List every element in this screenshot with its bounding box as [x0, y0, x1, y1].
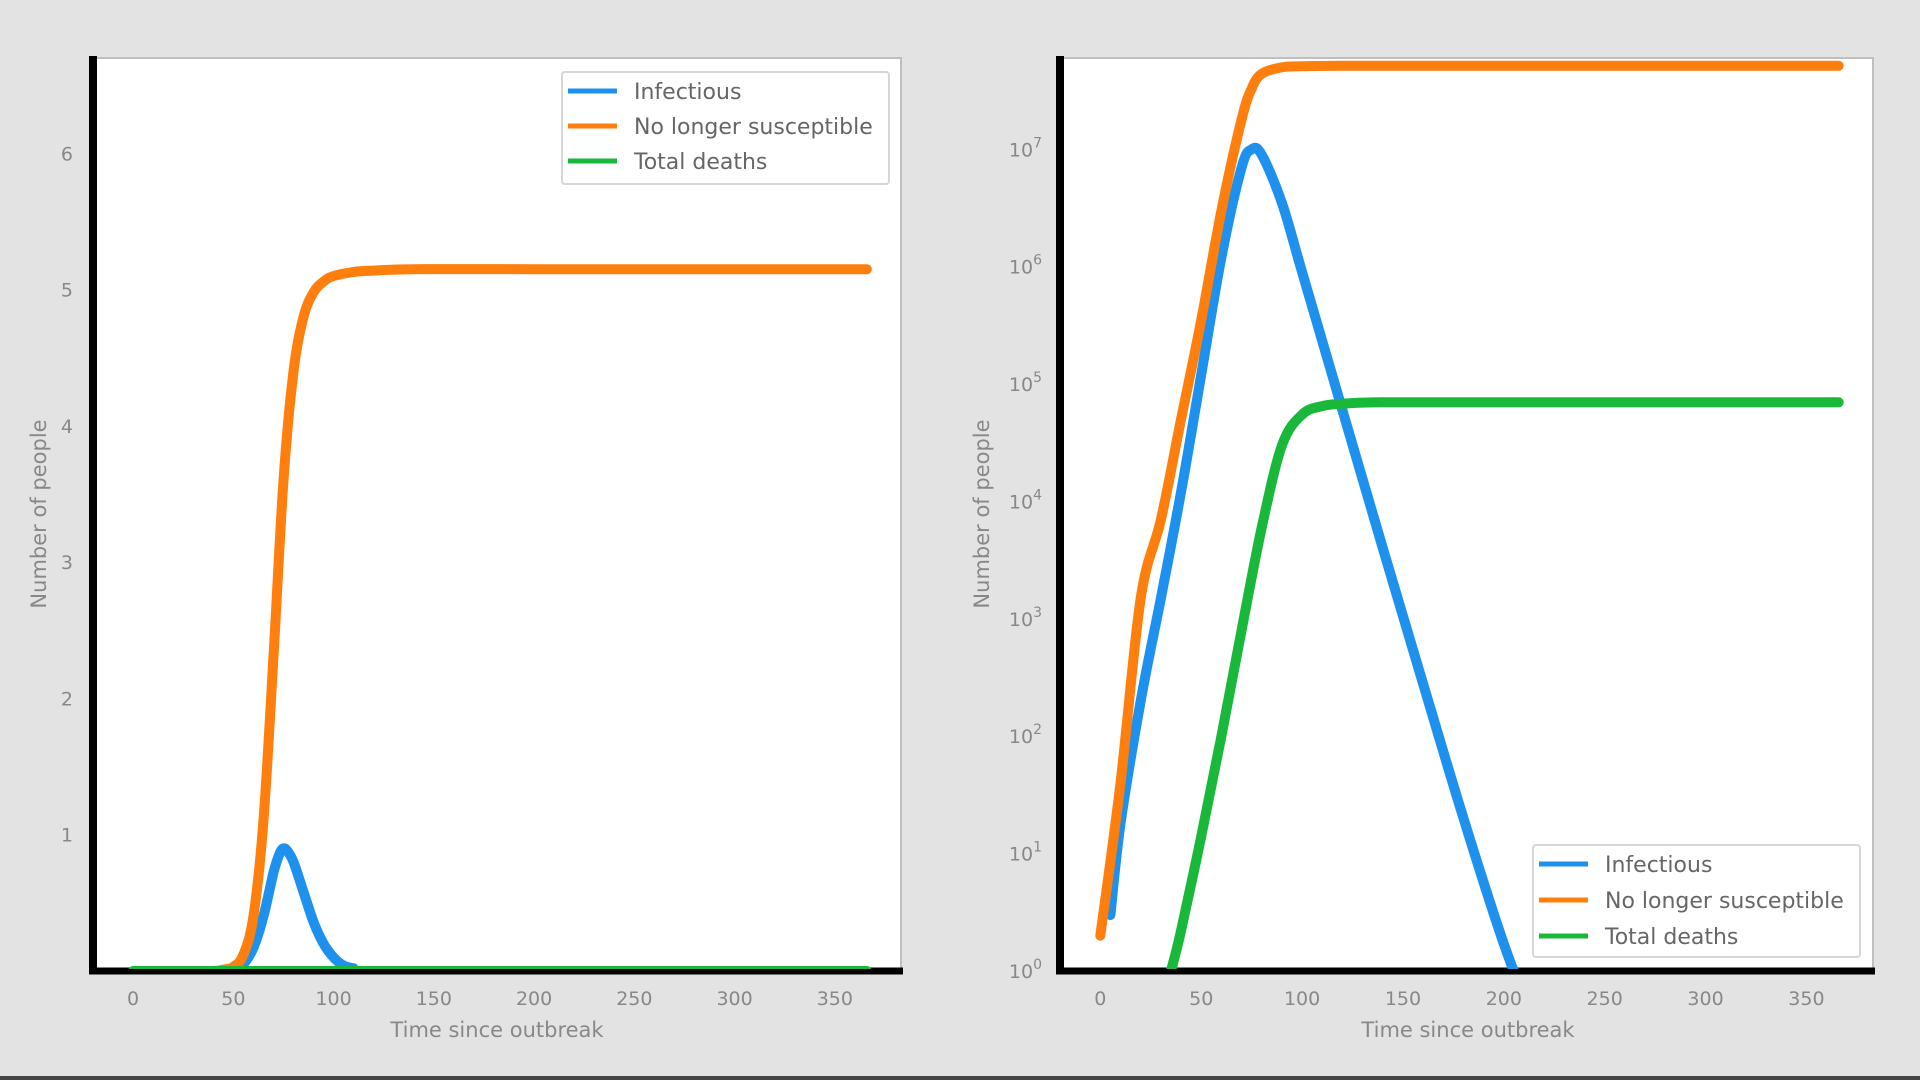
y-tick-label: 105 — [1009, 370, 1042, 396]
series-line-infectious — [228, 843, 359, 969]
series-layer-linear — [128, 264, 872, 969]
legend-label-infectious: Infectious — [1605, 853, 1712, 878]
y-tick-label: 103 — [1009, 605, 1042, 631]
plot-area-linear — [92, 57, 902, 972]
y-tick-label: 4 — [61, 416, 73, 438]
y-tick-label: 2 — [61, 688, 73, 710]
series-layer-log — [1095, 60, 1844, 969]
y-tick-label: 102 — [1009, 722, 1042, 748]
y-axis-label-linear: Number of people — [27, 419, 51, 608]
x-axis-label-linear: Time since outbreak — [389, 1018, 604, 1042]
x-tick-label: 100 — [1284, 988, 1320, 1010]
legend-label-no-longer-susceptible: No longer susceptible — [634, 115, 873, 140]
chart-linear: 0 50 100 150 200 250 300 350 1 2 3 4 5 6 Time since … — [27, 56, 903, 1042]
legend-label-total-deaths: Total deaths — [633, 150, 767, 175]
y-tick-label: 101 — [1009, 840, 1042, 866]
y-tick-labels-log: 100 101 102 103 104 105 106 107 — [1009, 135, 1042, 983]
series-line-total-deaths — [1166, 397, 1844, 969]
y-tick-label: 1 — [61, 825, 73, 847]
x-tick-label: 200 — [1486, 988, 1522, 1010]
x-axis-label-log: Time since outbreak — [1360, 1018, 1575, 1042]
legend-label-infectious: Infectious — [634, 80, 741, 105]
x-tick-label: 300 — [1687, 988, 1723, 1010]
legend-linear: Infectious No longer susceptible Total d… — [561, 71, 890, 185]
y-tick-label: 104 — [1009, 487, 1042, 513]
x-tick-label: 150 — [1385, 988, 1421, 1010]
x-tick-label: 200 — [516, 988, 552, 1010]
series-line-infectious — [1105, 142, 1519, 969]
x-tick-label: 100 — [315, 988, 351, 1010]
x-tick-label: 250 — [1587, 988, 1623, 1010]
y-tick-label: 6 — [61, 143, 73, 165]
x-tick-label: 50 — [1189, 988, 1213, 1010]
series-line-no-longer-susceptible — [188, 264, 872, 969]
chart-log: 0 50 100 150 200 250 300 350 100 101 102 103 104 105… — [970, 56, 1875, 1042]
legend-label-total-deaths: Total deaths — [1604, 925, 1738, 950]
y-tick-label: 5 — [61, 280, 73, 302]
x-tick-label: 350 — [817, 988, 853, 1010]
x-tick-label: 250 — [616, 988, 652, 1010]
x-tick-label: 300 — [716, 988, 752, 1010]
x-tick-label: 50 — [221, 988, 245, 1010]
series-line-no-longer-susceptible — [1095, 60, 1844, 941]
x-tick-label: 0 — [127, 988, 139, 1010]
legend-frame-linear — [561, 71, 890, 185]
y-tick-label: 106 — [1009, 253, 1042, 279]
legend-label-no-longer-susceptible: No longer susceptible — [1605, 889, 1844, 914]
bottom-bezel — [0, 1076, 1920, 1080]
x-tick-labels-linear: 0 50 100 150 200 250 300 350 — [127, 988, 853, 1010]
y-axis-label-log: Number of people — [970, 419, 994, 608]
x-tick-label: 0 — [1094, 988, 1106, 1010]
x-tick-label: 150 — [416, 988, 452, 1010]
x-tick-labels-log: 0 50 100 150 200 250 300 350 — [1094, 988, 1824, 1010]
legend-log: Infectious No longer susceptible Total d… — [1532, 844, 1861, 958]
y-tick-label: 3 — [61, 552, 73, 574]
y-tick-labels-linear: 1 2 3 4 5 6 — [61, 143, 73, 846]
legend-frame-log — [1532, 844, 1861, 958]
x-tick-label: 350 — [1788, 988, 1824, 1010]
y-tick-label: 100 — [1009, 957, 1042, 983]
y-tick-label: 107 — [1009, 135, 1042, 161]
